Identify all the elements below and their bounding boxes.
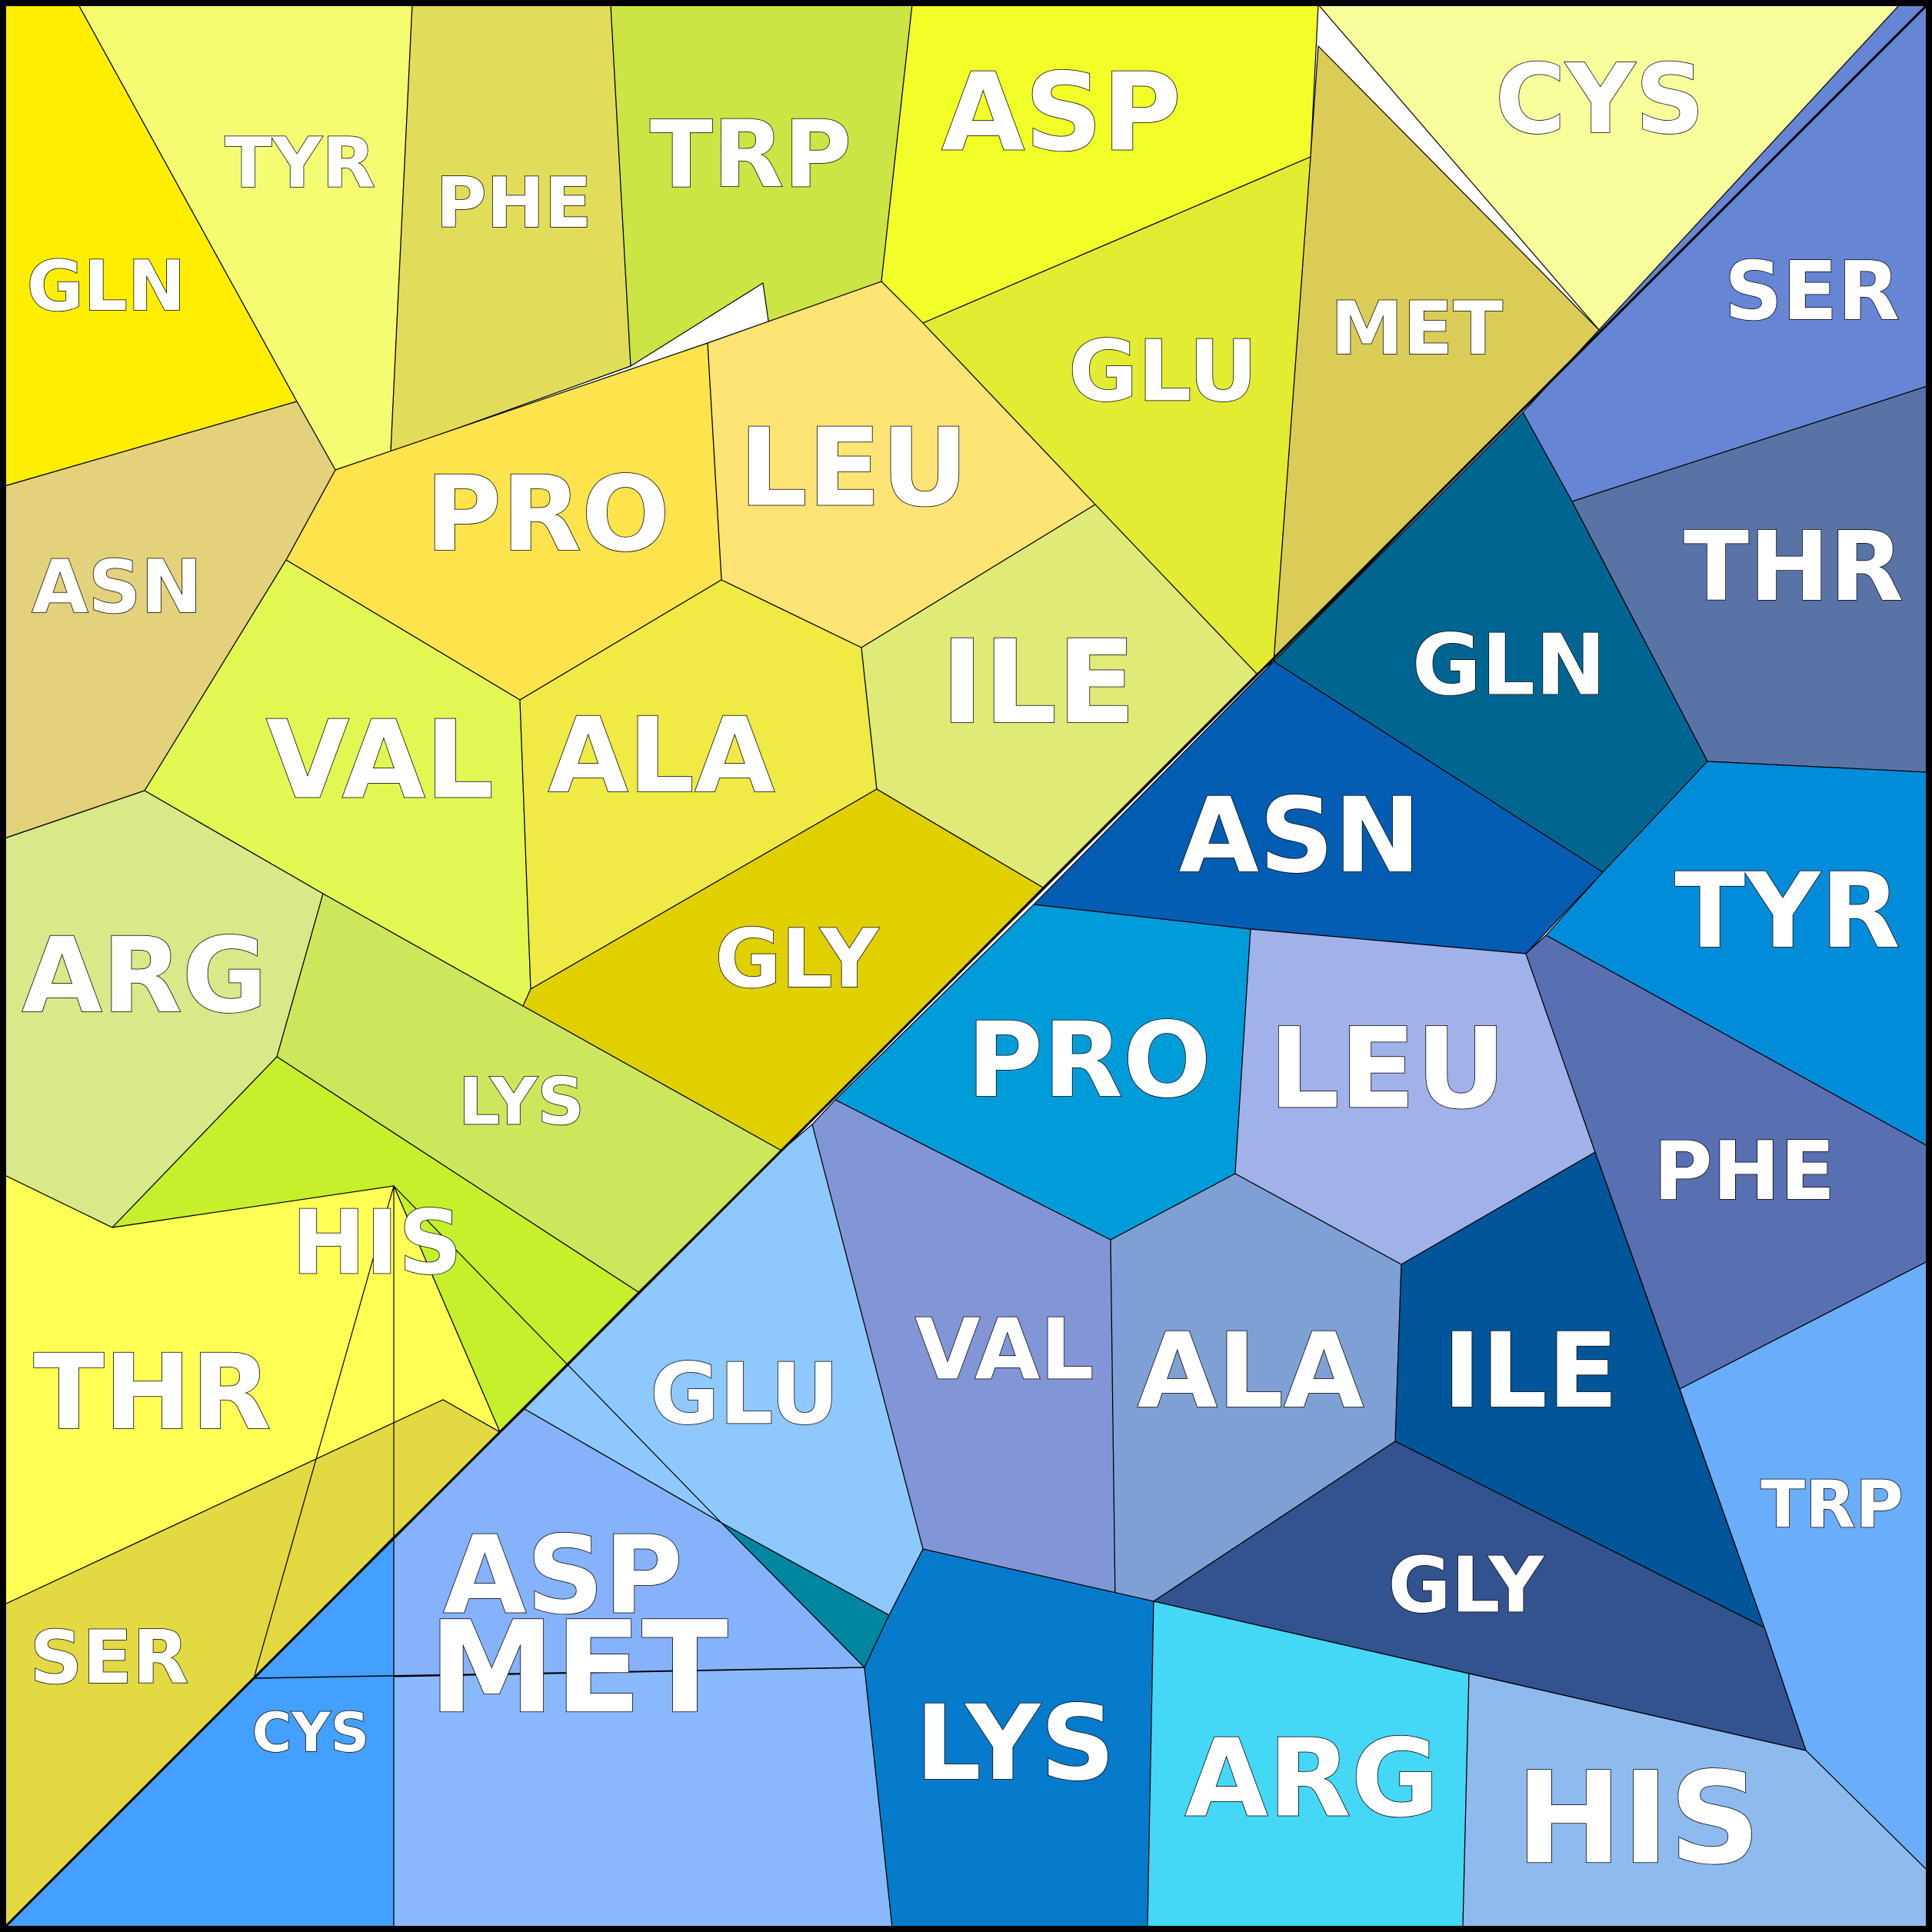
label-gly-yellow: GLY — [715, 912, 881, 1006]
label-leu-yellow: LEU — [739, 406, 969, 531]
label-asn-blue: ASN — [1179, 775, 1421, 896]
label-met-blue: MET — [428, 1594, 728, 1741]
label-cys-blue: CYS — [252, 1701, 369, 1764]
label-his-yellow: HIS — [291, 1192, 462, 1295]
label-arg-blue: ARG — [1184, 1717, 1439, 1842]
label-phe-yellow: PHE — [436, 163, 592, 244]
label-leu-blue: LEU — [1268, 1004, 1506, 1134]
label-glu-yellow: GLU — [1068, 321, 1257, 420]
label-trp-yellow: TRP — [650, 102, 851, 209]
label-gly-blue: GLY — [1388, 1540, 1545, 1630]
blue-labels: SER THR GLN ASN TYR PRO LEU PHE VAL ALA … — [251, 244, 1904, 1893]
label-cys-yellow: CYS — [1495, 44, 1704, 155]
label-tyr-yellow: TYR — [225, 123, 375, 204]
label-lys-yellow: LYS — [458, 1064, 585, 1140]
label-pro-yellow: PRO — [425, 454, 670, 575]
divider-line — [393, 1185, 722, 1524]
label-asp-yellow: ASP — [941, 51, 1181, 176]
label-thr-yellow: THR — [33, 1332, 271, 1453]
label-ile-blue: ILE — [1443, 1311, 1618, 1431]
label-phe-blue: PHE — [1654, 1124, 1836, 1218]
label-asn-yellow: ASN — [32, 545, 202, 630]
label-gln-blue: GLN — [1412, 615, 1606, 714]
label-tyr-blue: TYR — [1674, 851, 1900, 971]
label-ser-blue: SER — [1724, 245, 1900, 338]
label-ser-yellow: SER — [30, 1616, 188, 1700]
divider-line — [253, 1185, 395, 1679]
label-met-yellow: MET — [1331, 287, 1503, 371]
yellow-labels: GLN TYR PHE TRP ASP CYS MET GLU LEU PRO … — [22, 43, 1705, 1700]
label-his-blue: HIS — [1516, 1744, 1760, 1892]
blue-group — [4, 4, 1928, 1928]
label-val-yellow: VAL — [266, 698, 494, 824]
label-lys-blue: LYS — [915, 1683, 1115, 1804]
label-trp-blue: TRP — [1760, 1467, 1904, 1543]
label-thr-blue: THR — [1684, 511, 1904, 623]
label-gln-yellow: GLN — [27, 246, 186, 327]
label-glu-blue: GLU — [650, 1344, 839, 1443]
yellow-group — [4, 4, 1900, 1928]
label-ala-blue: ALA — [1138, 1311, 1364, 1431]
label-pro-blue: PRO — [967, 1000, 1211, 1121]
group-divider-line — [3, 3, 1929, 1929]
label-ile-yellow: ILE — [941, 616, 1136, 750]
label-val-blue: VAL — [915, 1300, 1094, 1398]
divider-line — [253, 1667, 865, 1679]
label-arg-yellow: ARG — [22, 915, 267, 1036]
label-asp-blue: ASP — [443, 1514, 683, 1639]
label-ala-yellow: ALA — [548, 695, 775, 816]
